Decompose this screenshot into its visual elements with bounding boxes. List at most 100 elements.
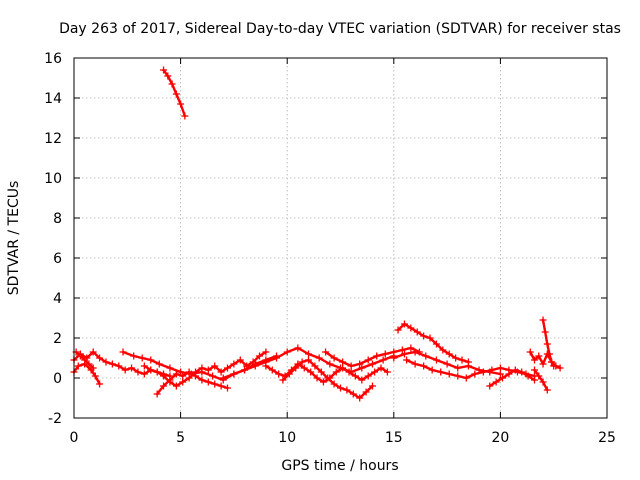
data-point xyxy=(407,344,415,352)
data-point xyxy=(439,346,447,354)
data-point xyxy=(454,364,462,372)
data-point xyxy=(422,352,430,360)
data-point xyxy=(300,364,308,372)
data-point xyxy=(356,394,364,402)
data-point xyxy=(172,90,180,98)
data-point xyxy=(471,370,479,378)
data-point xyxy=(317,368,325,376)
y-tick-label: 4 xyxy=(53,291,62,307)
data-point xyxy=(230,370,238,378)
series-arc17 xyxy=(539,316,558,370)
data-point xyxy=(432,340,440,348)
data-point xyxy=(432,356,440,364)
data-point xyxy=(345,368,353,376)
data-point xyxy=(168,80,176,88)
data-point xyxy=(204,366,212,374)
series-arc18 xyxy=(531,366,551,394)
data-point xyxy=(134,368,142,376)
series-arc5 xyxy=(140,348,270,390)
data-point xyxy=(426,334,434,342)
data-point xyxy=(377,364,385,372)
data-point xyxy=(479,368,487,376)
data-point xyxy=(539,316,547,324)
data-point xyxy=(400,320,408,328)
data-point xyxy=(236,356,244,364)
y-tick-label: 10 xyxy=(44,171,62,187)
data-point xyxy=(531,366,539,374)
data-point xyxy=(160,372,168,380)
data-point xyxy=(400,350,408,358)
data-point xyxy=(486,382,494,390)
data-point xyxy=(349,390,357,398)
x-tick-label: 0 xyxy=(70,430,79,446)
data-point xyxy=(108,360,116,368)
data-point xyxy=(443,360,451,368)
data-point xyxy=(339,358,347,366)
data-point xyxy=(211,362,219,370)
data-point xyxy=(545,350,553,358)
data-point xyxy=(368,360,376,368)
x-tick-label: 25 xyxy=(598,430,616,446)
data-point xyxy=(209,372,217,380)
data-point xyxy=(298,358,306,366)
y-tick-label: 0 xyxy=(53,371,62,387)
y-tick-label: 14 xyxy=(44,91,62,107)
data-point xyxy=(420,332,428,340)
data-point xyxy=(394,326,402,334)
data-point xyxy=(283,348,291,356)
data-point xyxy=(305,350,313,358)
y-tick-label: 16 xyxy=(44,51,62,67)
data-point xyxy=(326,360,334,368)
data-point xyxy=(130,352,138,360)
data-point xyxy=(204,378,212,386)
y-tick-label: -2 xyxy=(48,411,62,427)
data-point xyxy=(224,384,232,392)
series-trace xyxy=(72,362,101,386)
data-point xyxy=(96,380,104,388)
data-point xyxy=(91,372,99,380)
data-point xyxy=(541,328,549,336)
data-point xyxy=(420,362,428,370)
data-point xyxy=(398,346,406,354)
data-point xyxy=(351,372,359,380)
data-point xyxy=(211,380,219,388)
data-point xyxy=(292,364,300,372)
series-arc12 xyxy=(394,320,472,366)
data-point xyxy=(89,364,97,372)
data-point xyxy=(539,360,547,368)
x-tick-label: 10 xyxy=(278,430,296,446)
data-point xyxy=(496,370,504,378)
data-point xyxy=(358,364,366,372)
x-tick-label: 20 xyxy=(491,430,509,446)
grid xyxy=(74,58,607,418)
data-point xyxy=(347,362,355,370)
data-point xyxy=(373,352,381,360)
data-point xyxy=(535,372,543,380)
data-point xyxy=(249,358,257,366)
data-point xyxy=(464,362,472,370)
data-point xyxy=(76,352,84,360)
data-point xyxy=(330,354,338,362)
data-point xyxy=(179,372,187,380)
data-point xyxy=(181,112,189,120)
data-point xyxy=(262,362,270,370)
data-point xyxy=(364,356,372,364)
data-point xyxy=(531,356,539,364)
data-point xyxy=(531,376,539,384)
data-point xyxy=(315,354,323,362)
x-tick-label: 15 xyxy=(385,430,403,446)
data-point xyxy=(166,376,174,384)
data-point xyxy=(319,378,327,386)
data-point xyxy=(543,386,551,394)
data-point xyxy=(172,370,180,378)
data-point xyxy=(138,354,146,362)
x-tick-label: 5 xyxy=(176,430,185,446)
data-point xyxy=(285,370,293,378)
data-point xyxy=(255,352,263,360)
data-point xyxy=(364,372,372,380)
data-point xyxy=(452,354,460,362)
y-tick-label: 12 xyxy=(44,131,62,147)
data-point xyxy=(179,378,187,386)
data-point xyxy=(224,364,232,372)
data-point xyxy=(74,362,82,370)
